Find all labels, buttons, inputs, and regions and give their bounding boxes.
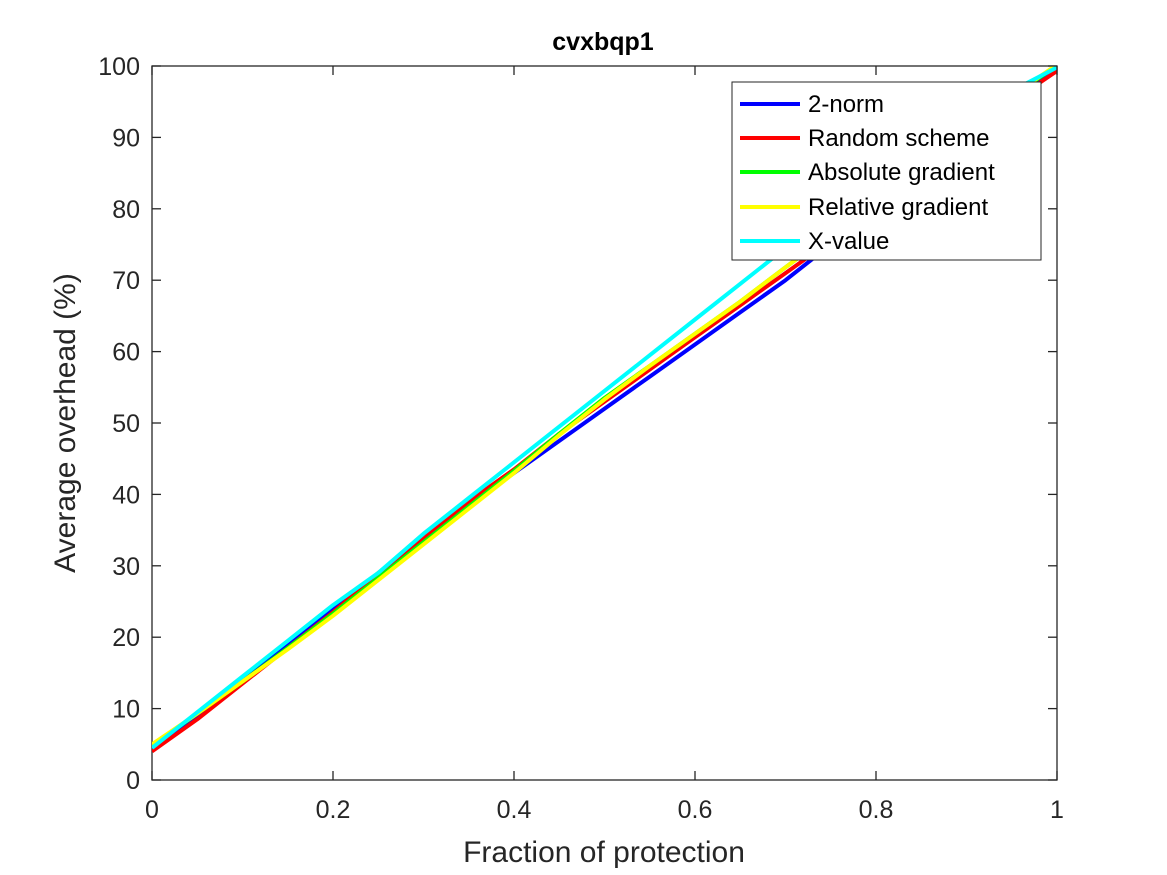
y-axis-label: Average overhead (%) <box>49 273 82 573</box>
legend-label: Absolute gradient <box>808 159 995 186</box>
x-tick-label: 0.2 <box>316 796 351 824</box>
x-axis-label: Fraction of protection <box>463 836 745 869</box>
legend-label: Relative gradient <box>808 194 988 221</box>
legend-label: 2-norm <box>808 91 884 118</box>
y-tick-label: 90 <box>112 124 140 152</box>
y-tick-label: 50 <box>112 410 140 438</box>
y-tick-label: 70 <box>112 267 140 295</box>
legend: 2-norm Random scheme Absolute gradient R… <box>731 81 1042 261</box>
x-tick-label: 0 <box>145 796 159 824</box>
y-tick-label: 80 <box>112 196 140 224</box>
y-tick-label: 40 <box>112 481 140 509</box>
y-tick-label: 100 <box>98 53 140 81</box>
chart-title: cvxbqp1 <box>552 28 654 56</box>
y-axis: 0 10 20 30 40 50 60 70 80 90 100 <box>98 53 1057 795</box>
x-tick-label: 0.6 <box>678 796 713 824</box>
x-tick-label: 0.4 <box>497 796 532 824</box>
y-tick-label: 20 <box>112 624 140 652</box>
y-tick-label: 60 <box>112 339 140 367</box>
legend-label: X-value <box>808 228 889 255</box>
x-tick-label: 1 <box>1050 796 1064 824</box>
y-tick-label: 0 <box>126 767 140 795</box>
legend-label: Random scheme <box>808 125 989 152</box>
x-tick-label: 0.8 <box>859 796 894 824</box>
y-tick-label: 10 <box>112 696 140 724</box>
x-axis: 0 0.2 0.4 0.6 0.8 1 <box>145 66 1064 824</box>
y-tick-label: 30 <box>112 553 140 581</box>
